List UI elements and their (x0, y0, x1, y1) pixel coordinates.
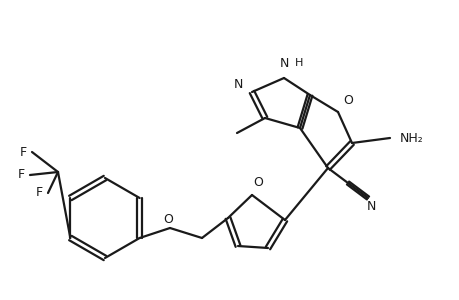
Text: F: F (20, 146, 27, 158)
Text: H: H (294, 58, 302, 68)
Text: N: N (233, 77, 242, 91)
Text: F: F (36, 187, 43, 200)
Text: F: F (18, 169, 25, 182)
Text: O: O (252, 176, 263, 190)
Text: O: O (162, 214, 173, 226)
Text: N: N (279, 56, 288, 70)
Text: NH₂: NH₂ (399, 131, 423, 145)
Text: O: O (342, 94, 352, 106)
Text: N: N (365, 200, 375, 212)
